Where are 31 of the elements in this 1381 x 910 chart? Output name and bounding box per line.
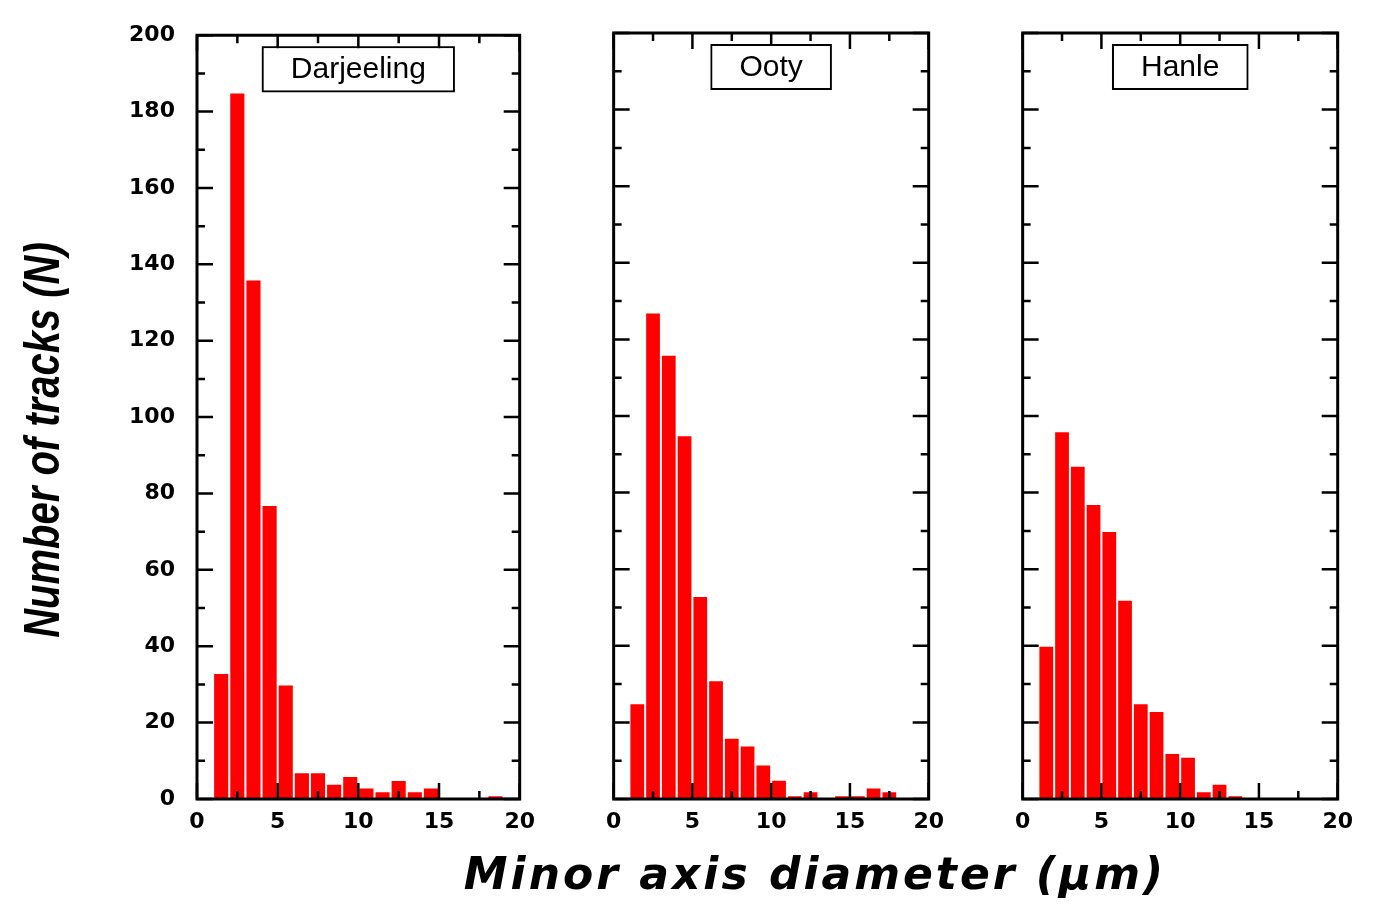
- x-tick-label: 20: [1322, 807, 1353, 833]
- x-tick-label: 15: [423, 807, 455, 833]
- x-tick-label: 15: [834, 807, 866, 833]
- x-axis-title: Minor axis diameter (μm): [463, 848, 1167, 899]
- y-tick-label: 40: [144, 631, 175, 657]
- y-tick-label: 200: [129, 20, 175, 46]
- y-axis-title: Number of tracks (N): [13, 242, 71, 638]
- x-tick-label: 15: [1243, 807, 1275, 833]
- text: Darjeeling: [290, 51, 426, 85]
- y-tick-label: 20: [144, 708, 175, 734]
- y-tick-label: 60: [144, 555, 175, 581]
- y-tick-label: 0: [159, 784, 175, 810]
- x-tick-label: 5: [684, 807, 701, 833]
- y-tick-label: 140: [129, 250, 175, 276]
- y-tick-label: 100: [129, 402, 175, 428]
- x-tick-label: 0: [606, 807, 622, 833]
- x-tick-label: 10: [1164, 807, 1196, 833]
- x-tick-label: 5: [270, 807, 286, 833]
- text: Ooty: [739, 49, 803, 83]
- text: Hanle: [1140, 49, 1220, 83]
- y-tick-label: 180: [129, 97, 175, 123]
- y-tick-label: 160: [129, 173, 175, 199]
- x-tick-label: 20: [913, 807, 944, 833]
- x-tick-label: 10: [755, 807, 787, 833]
- x-tick-label: 10: [343, 807, 374, 833]
- x-tick-label: 0: [189, 807, 205, 833]
- y-tick-label: 120: [129, 326, 175, 352]
- x-tick-label: 20: [504, 807, 535, 833]
- y-tick-label: 80: [144, 479, 175, 505]
- x-tick-label: 5: [1093, 807, 1110, 833]
- x-tick-label: 0: [1015, 807, 1031, 833]
